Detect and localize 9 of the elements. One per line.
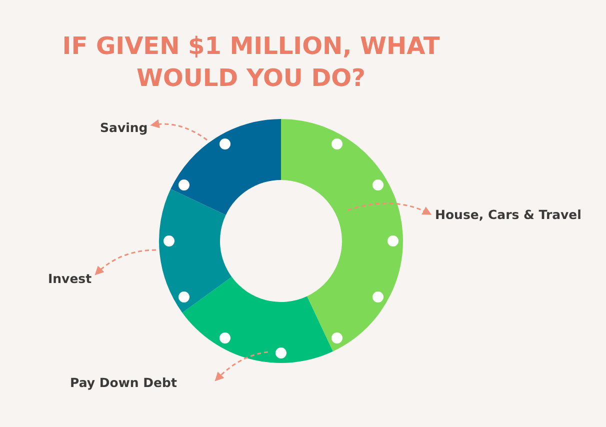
donut-slice (170, 119, 281, 216)
chart-title: IF GIVEN $1 MILLION, WHAT WOULD YOU DO? (62, 32, 440, 92)
slice-label: Invest (48, 271, 92, 286)
donut-slice (159, 189, 232, 313)
slice-label: Saving (100, 120, 148, 135)
donut-slice (182, 276, 333, 363)
slice-label: Pay Down Debt (70, 375, 177, 390)
slice-label: House, Cars & Travel (435, 207, 582, 222)
donut-slice (281, 119, 403, 352)
